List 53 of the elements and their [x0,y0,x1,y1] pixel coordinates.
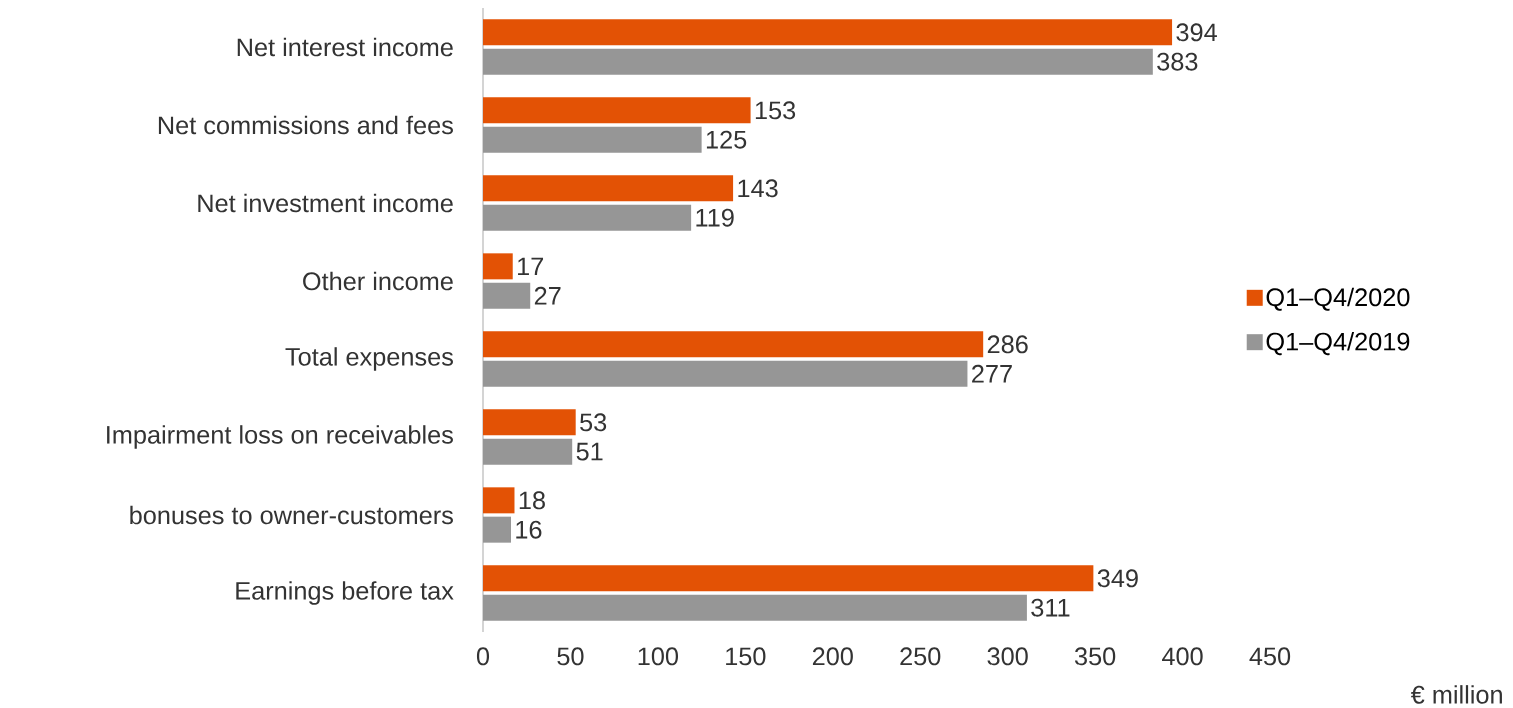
bar [483,19,1173,46]
bar [483,409,576,436]
data-label: 51 [576,442,603,461]
data-label: 18 [519,491,545,510]
x-tick-label: 50 [557,647,584,666]
bar [483,438,573,465]
y-tick-label: Total expenses [285,347,453,371]
data-label: 277 [972,364,1012,383]
bar [483,175,734,202]
bar [483,565,1094,592]
x-tick-label: 400 [1162,647,1203,666]
bar [483,360,968,387]
data-label: 17 [518,257,544,275]
x-tick-label: 300 [987,647,1028,666]
y-tick-label: bonuses to owner-customers [130,505,453,525]
bar [483,487,515,514]
y-tick-label: Other income [303,271,453,291]
y-tick-label: Earnings before tax [236,581,454,605]
data-label: 153 [755,101,796,120]
y-tick-label: Net commissions and fees [158,115,453,135]
x-tick-label: 250 [900,647,941,666]
y-tick-label: Net interest income [237,37,453,57]
y-tick-label: Impairment loss on receivables [107,425,453,449]
x-tick-label: 150 [726,647,766,666]
data-label: 286 [987,335,1028,354]
data-label: 125 [706,130,747,149]
bar [483,97,751,124]
bar [483,594,1027,621]
bar [483,282,531,309]
y-tick-label: Net investment income [198,193,453,213]
data-label: 143 [738,179,778,198]
x-axis-title: € million [1410,685,1502,704]
data-label: 311 [1031,598,1070,617]
bar [483,331,984,358]
bar [483,204,692,231]
legend-label: Q1–Q4/2020 [1266,287,1410,311]
x-tick-label: 450 [1249,647,1291,666]
data-label: 16 [516,520,542,539]
data-label: 119 [696,208,734,227]
bar [483,126,702,153]
x-tick-label: 200 [812,647,853,666]
bar [483,516,511,543]
legend-label: Q1–Q4/2019 [1266,331,1410,356]
x-tick-label: 100 [638,647,679,666]
data-label: 383 [1157,52,1198,71]
x-tick-label: 0 [476,647,490,666]
data-label: 53 [580,413,607,432]
bar [483,253,513,280]
data-label: 394 [1176,23,1217,42]
x-tick-label: 350 [1074,647,1116,666]
bar [483,48,1153,75]
data-label: 27 [534,286,561,305]
data-label: 349 [1097,569,1138,588]
